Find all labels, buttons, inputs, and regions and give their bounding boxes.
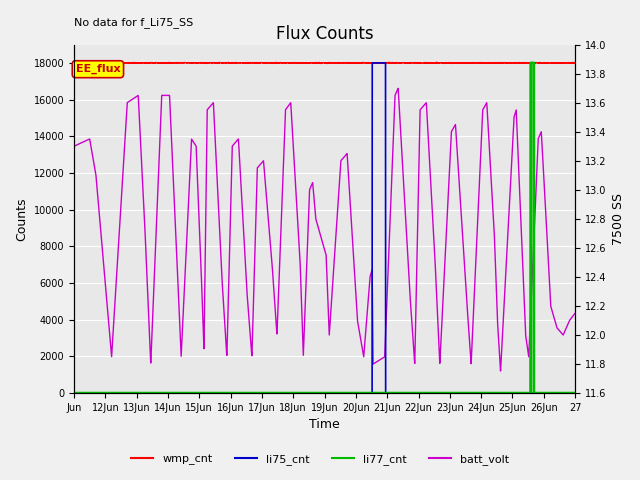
Text: EE_flux: EE_flux bbox=[76, 64, 120, 74]
Y-axis label: Counts: Counts bbox=[15, 197, 28, 240]
Title: Flux Counts: Flux Counts bbox=[276, 25, 373, 43]
X-axis label: Time: Time bbox=[309, 419, 340, 432]
Text: No data for f_Li75_SS: No data for f_Li75_SS bbox=[74, 17, 193, 27]
Y-axis label: 7500 SS: 7500 SS bbox=[612, 193, 625, 245]
Legend: wmp_cnt, li75_cnt, li77_cnt, batt_volt: wmp_cnt, li75_cnt, li77_cnt, batt_volt bbox=[127, 450, 513, 469]
